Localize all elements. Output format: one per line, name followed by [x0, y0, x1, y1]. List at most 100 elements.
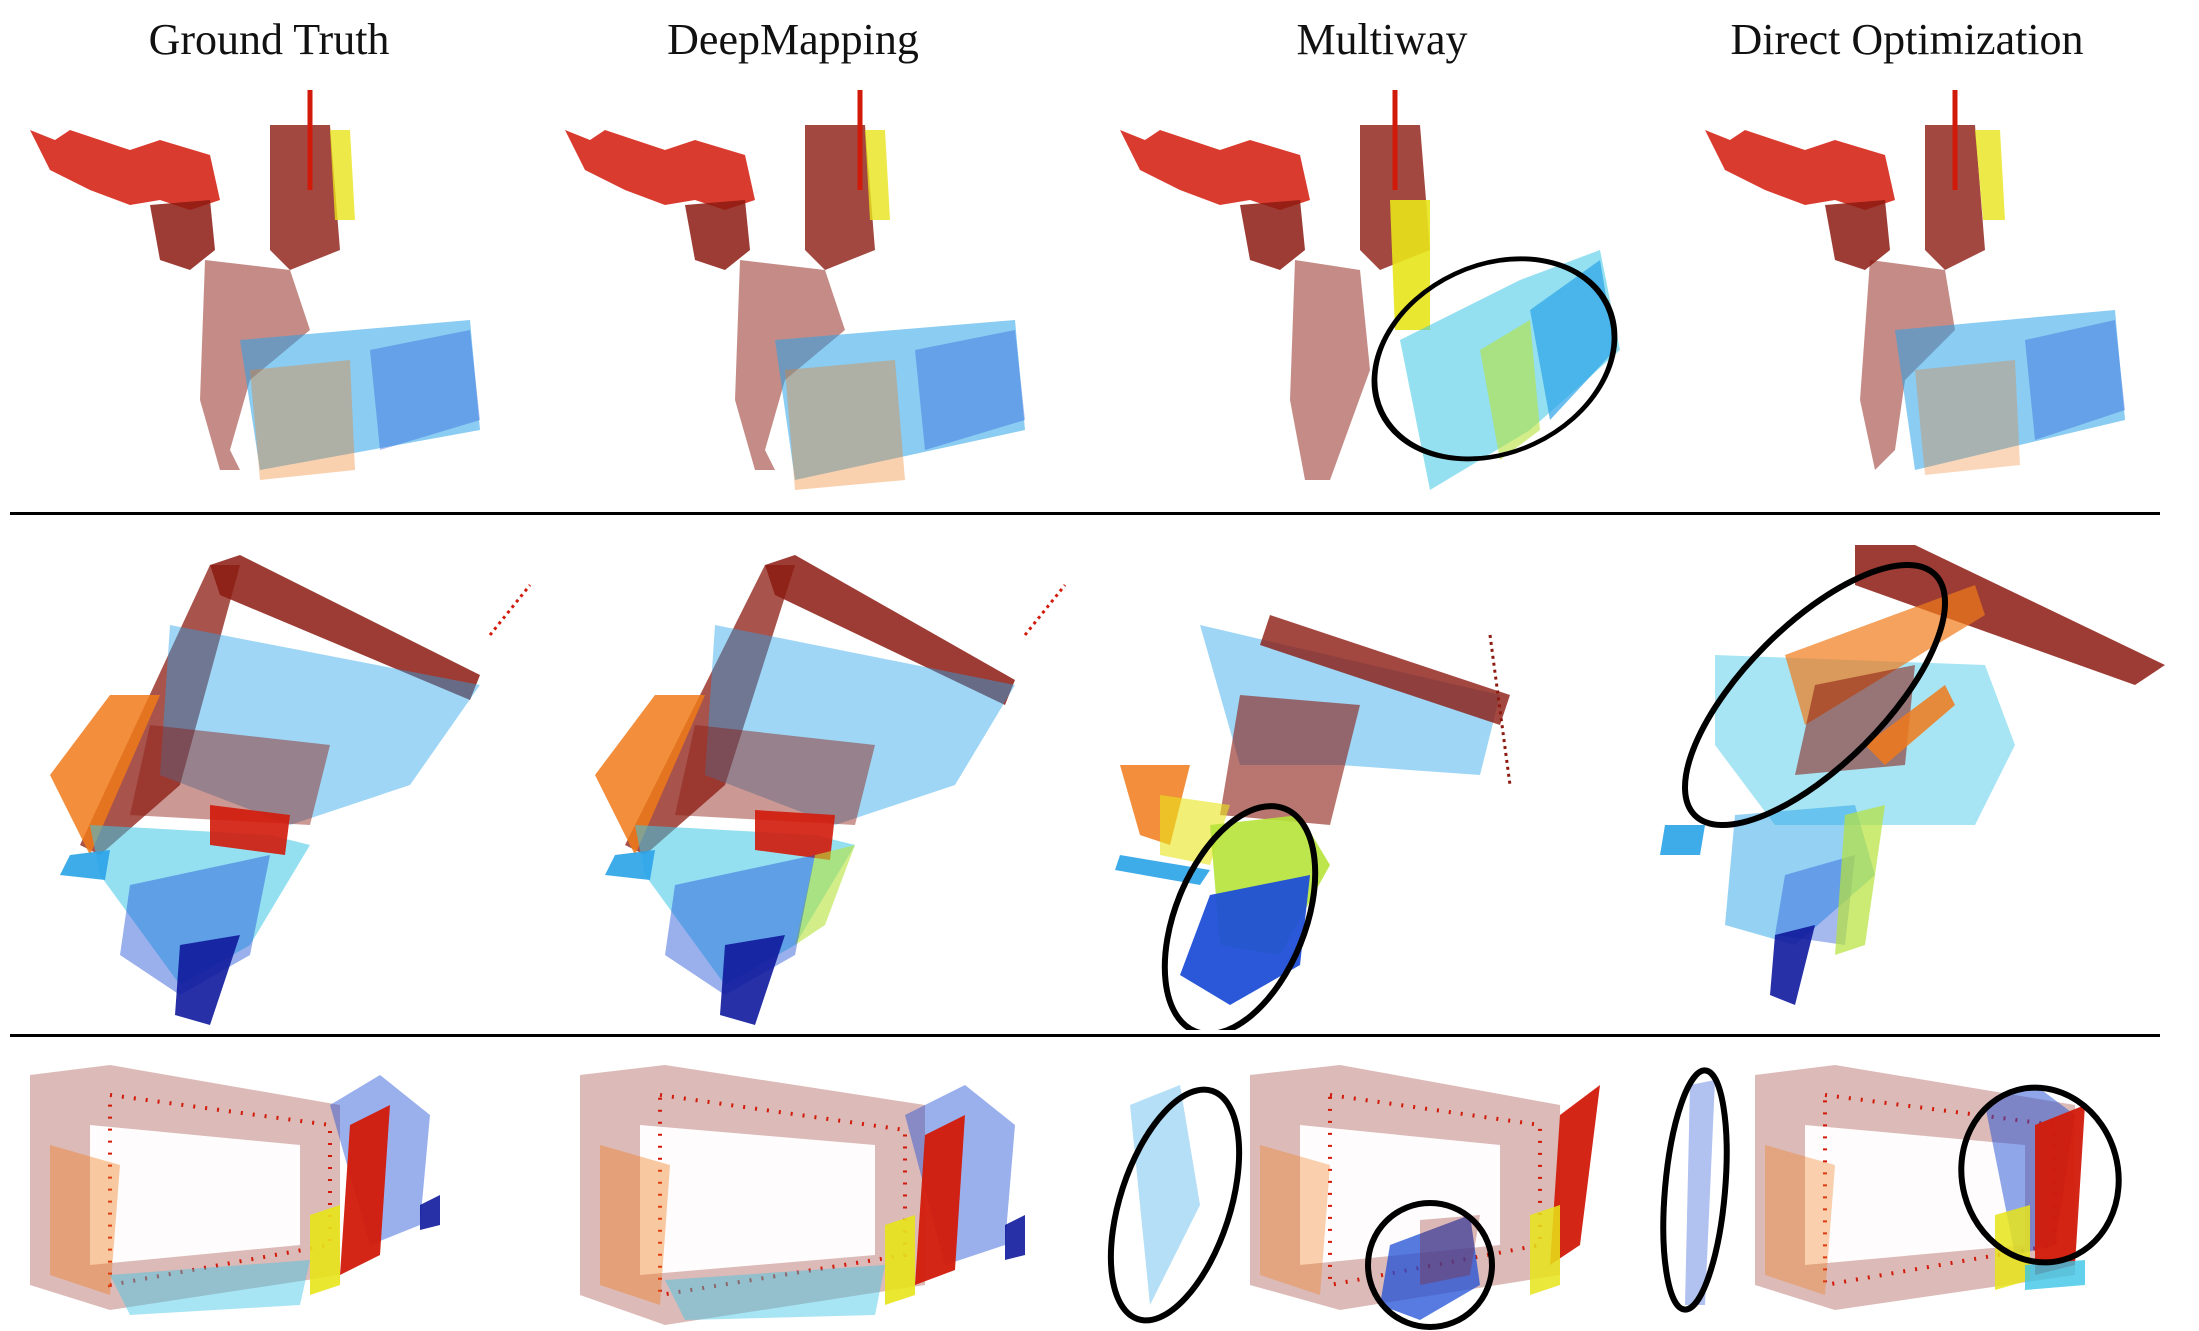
point-cloud-segment	[2035, 1105, 2085, 1275]
point-cloud-segment	[110, 1260, 310, 1315]
panel-r3-multiway	[1100, 1045, 1630, 1330]
point-cloud-segment	[488, 584, 532, 636]
point-cloud-segment	[1380, 1215, 1480, 1320]
panel-r3-ground-truth	[10, 1045, 540, 1330]
point-cloud-segment	[1130, 1085, 1200, 1305]
point-cloud-segment	[310, 1205, 340, 1295]
point-cloud-segment	[60, 850, 110, 880]
point-cloud-segment	[30, 130, 220, 210]
point-cloud-segment	[1390, 200, 1430, 330]
point-cloud-segment	[1835, 805, 1885, 955]
point-cloud-segment	[1823, 1092, 2057, 1288]
point-cloud-segment	[600, 1145, 670, 1305]
point-cloud-segment	[1925, 125, 1985, 270]
point-cloud-segment	[885, 1215, 915, 1305]
point-cloud-segment	[1765, 1145, 1835, 1295]
point-cloud-segment	[1530, 260, 1615, 420]
panel-r1-multiway	[1100, 70, 1630, 510]
point-cloud-segment	[1023, 584, 1067, 636]
error-ellipse-r3-multiway-bottom	[1365, 1200, 1495, 1330]
pointcloud-r2-deepmapping	[595, 555, 1067, 1025]
point-cloud-segment	[1488, 634, 1512, 786]
point-cloud-segment	[1995, 1205, 2030, 1290]
pointcloud-r3-deepmapping	[580, 1065, 1025, 1325]
pointcloud-r1-ground-truth	[30, 90, 480, 480]
pointcloud-r2-direct-optimization	[1660, 545, 2165, 1005]
point-cloud-segment	[130, 725, 330, 825]
pointcloud-r3-direct-optimization	[1660, 1065, 2122, 1313]
panel-r2-multiway	[1100, 525, 1630, 1030]
point-cloud-segment	[1855, 545, 2165, 685]
error-ellipse-r2-multiway	[1161, 803, 1319, 1030]
point-cloud-segment	[1260, 1145, 1330, 1295]
point-cloud-segment	[370, 330, 480, 450]
point-cloud-segment	[1550, 1085, 1600, 1265]
point-cloud-segment	[240, 320, 480, 470]
point-cloud-segment	[915, 330, 1025, 450]
point-cloud-segment	[150, 200, 215, 270]
point-cloud-segment	[755, 810, 835, 860]
point-cloud-segment	[1420, 1215, 1480, 1285]
point-cloud-segment	[915, 1115, 965, 1285]
floor-mixed	[200, 260, 480, 480]
point-cloud-segment	[605, 850, 655, 880]
point-cloud-segment	[90, 1125, 300, 1265]
point-cloud-segment	[665, 1265, 885, 1320]
point-cloud-segment	[1865, 685, 1955, 765]
point-cloud-segment	[665, 855, 815, 995]
point-cloud-segment	[795, 845, 855, 945]
point-cloud-segment	[1915, 360, 2020, 475]
point-cloud-segment	[1705, 130, 1895, 210]
point-cloud-segment	[1825, 200, 1890, 270]
row-separator-2	[10, 1034, 2160, 1037]
point-cloud-segment	[675, 725, 875, 825]
panel-r1-deepmapping	[545, 70, 1075, 510]
point-cloud-segment	[1725, 805, 1875, 945]
point-cloud-segment	[865, 130, 890, 220]
error-ellipse-r1-multiway	[1371, 256, 1618, 462]
point-cloud-segment	[175, 935, 240, 1025]
point-cloud-segment	[1895, 310, 2125, 470]
point-cloud-segment	[1120, 130, 1310, 210]
panel-r3-deepmapping	[545, 1045, 1075, 1330]
error-ellipse-r2-direct-optimization	[1682, 562, 1948, 828]
error-ellipse-r3-direct-left	[1660, 1067, 1730, 1313]
point-cloud-segment	[1770, 925, 1815, 1005]
point-cloud-segment	[210, 805, 290, 855]
point-cloud-segment	[635, 825, 855, 985]
title-deepmapping: DeepMapping	[667, 15, 919, 64]
point-cloud-segment	[1530, 1205, 1560, 1295]
panel-r1-ground-truth	[10, 70, 540, 510]
point-cloud-segment	[50, 1145, 120, 1295]
point-cloud-segment	[1290, 260, 1370, 480]
point-cloud-segment	[595, 695, 705, 855]
point-cloud-segment	[775, 320, 1025, 480]
point-cloud-segment	[2025, 320, 2125, 440]
point-cloud-segment	[765, 555, 1015, 705]
panel-r2-ground-truth	[10, 525, 540, 1030]
pointcloud-r3-multiway	[1107, 1065, 1600, 1330]
point-cloud-segment	[1685, 1080, 1715, 1305]
row-separator-1	[10, 512, 2160, 515]
point-cloud-segment	[1260, 615, 1510, 725]
point-cloud-segment	[1180, 875, 1310, 1005]
point-cloud-segment	[1975, 130, 2005, 220]
point-cloud-segment	[1775, 855, 1855, 945]
point-cloud-segment	[2025, 1260, 2085, 1290]
pointcloud-r2-multiway	[1115, 615, 1512, 1030]
wall-red-left	[30, 125, 355, 270]
title-multiway: Multiway	[1296, 15, 1468, 64]
point-cloud-segment	[705, 625, 1015, 825]
point-cloud-segment	[625, 565, 795, 855]
point-cloud-segment	[1005, 1215, 1025, 1260]
point-cloud-segment	[1805, 1125, 2025, 1265]
panel-r2-direct-optimization	[1655, 525, 2185, 1030]
error-ellipse-r3-multiway-left	[1107, 1086, 1243, 1324]
panel-r2-deepmapping	[545, 525, 1075, 1030]
point-cloud-segment	[685, 200, 750, 270]
point-cloud-segment	[785, 360, 905, 490]
point-cloud-segment	[160, 625, 480, 825]
pointcloud-r1-multiway	[1120, 90, 1620, 490]
title-ground-truth: Ground Truth	[148, 15, 390, 64]
point-cloud-segment	[805, 125, 875, 270]
